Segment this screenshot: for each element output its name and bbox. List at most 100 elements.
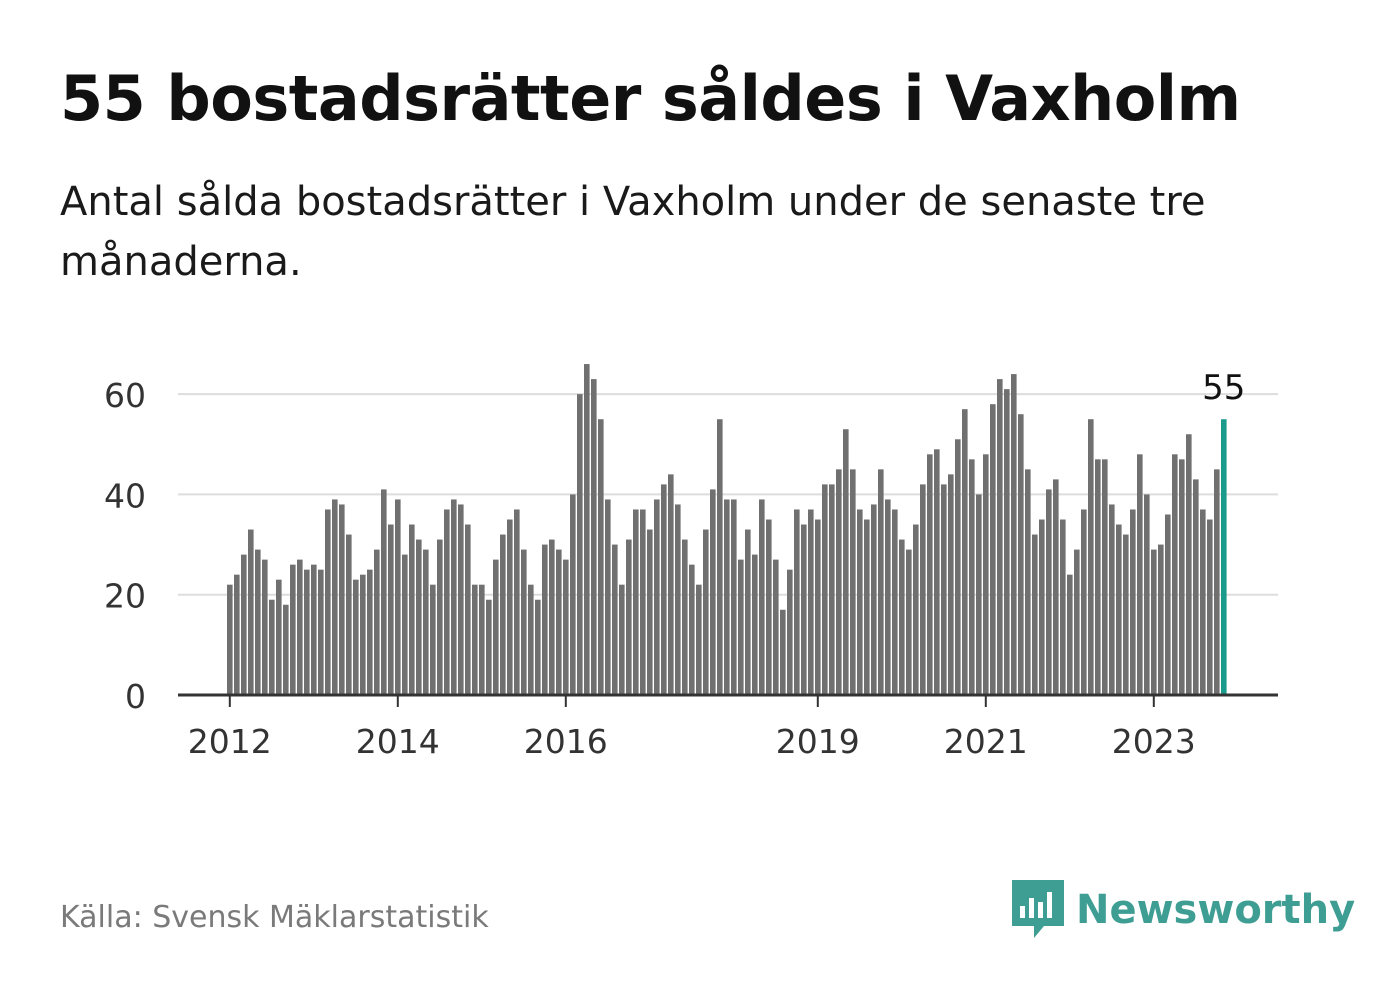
bar	[1046, 489, 1052, 695]
highlight-bar	[1221, 419, 1227, 695]
bar	[451, 499, 457, 695]
bar	[283, 604, 289, 695]
y-tick-label: 20	[104, 577, 146, 616]
bar	[1032, 534, 1038, 695]
bar	[514, 509, 520, 695]
y-tick-label: 40	[104, 476, 146, 515]
bar	[871, 504, 877, 695]
bar	[255, 549, 261, 695]
bar	[1039, 519, 1045, 695]
bar	[346, 534, 352, 695]
bar	[682, 539, 688, 695]
bar	[752, 554, 758, 695]
bar	[843, 429, 849, 695]
newsworthy-logo: Newsworthy	[1012, 880, 1355, 940]
bar	[857, 509, 863, 695]
bar	[808, 509, 814, 695]
bar	[899, 539, 905, 695]
bar	[892, 509, 898, 695]
bar	[941, 484, 947, 695]
bar	[227, 584, 233, 695]
bar	[927, 454, 933, 695]
bar	[850, 469, 856, 695]
bar	[815, 519, 821, 695]
bar	[367, 569, 373, 695]
bar	[661, 484, 667, 695]
bar	[626, 539, 632, 695]
bar	[717, 419, 723, 695]
bar	[542, 544, 548, 695]
bar	[759, 499, 765, 695]
bar	[647, 529, 653, 695]
bar	[395, 499, 401, 695]
bar	[1088, 419, 1094, 695]
y-tick-label: 60	[104, 376, 146, 415]
bar	[297, 559, 303, 695]
bar	[360, 574, 366, 695]
bar	[486, 599, 492, 695]
bar	[570, 494, 576, 695]
bar	[1074, 549, 1080, 695]
brand-name: Newsworthy	[1076, 887, 1356, 933]
bar	[864, 519, 870, 695]
bar	[878, 469, 884, 695]
bar	[444, 509, 450, 695]
chart-title: 55 bostadsrätter såldes i Vaxholm	[60, 62, 1241, 135]
bar	[794, 509, 800, 695]
bar	[1018, 414, 1024, 695]
bar	[1053, 479, 1059, 695]
x-tick-label: 2014	[356, 722, 440, 761]
bar	[493, 559, 499, 695]
bar	[619, 584, 625, 695]
bar	[885, 499, 891, 695]
bar	[584, 364, 590, 695]
chart-subtitle: Antal sålda bostadsrätter i Vaxholm unde…	[60, 179, 1206, 285]
bar	[234, 574, 240, 695]
bar	[409, 524, 415, 695]
bar	[1123, 534, 1129, 695]
bar	[969, 459, 975, 695]
x-tick-label: 2016	[524, 722, 608, 761]
bar	[983, 454, 989, 695]
bar	[906, 549, 912, 695]
bar	[1102, 459, 1108, 695]
bar	[612, 544, 618, 695]
bar	[913, 524, 919, 695]
bar	[1214, 469, 1220, 695]
bar	[1109, 504, 1115, 695]
bar	[710, 489, 716, 695]
bar	[528, 584, 534, 695]
bar	[598, 419, 604, 695]
bar	[696, 584, 702, 695]
bar	[962, 409, 968, 695]
bar	[948, 474, 954, 695]
bar	[269, 599, 275, 695]
bar	[689, 564, 695, 695]
bar	[500, 534, 506, 695]
bar	[1060, 519, 1066, 695]
bar	[955, 439, 961, 695]
bar	[1116, 524, 1122, 695]
bar	[1151, 549, 1157, 695]
bar	[1130, 509, 1136, 695]
bar	[304, 569, 310, 695]
bar	[997, 379, 1003, 695]
bar	[829, 484, 835, 695]
bar	[1158, 544, 1164, 695]
bar	[976, 494, 982, 695]
bar	[1193, 479, 1199, 695]
bar	[654, 499, 660, 695]
bar	[1207, 519, 1213, 695]
x-tick-label: 2021	[944, 722, 1028, 761]
bar	[1165, 514, 1171, 695]
bar	[1200, 509, 1206, 695]
bar	[465, 524, 471, 695]
bar	[521, 549, 527, 695]
bar	[332, 499, 338, 695]
x-tick-label: 2019	[776, 722, 860, 761]
bar	[318, 569, 324, 695]
bar	[276, 579, 282, 695]
bar	[458, 504, 464, 695]
bar	[325, 509, 331, 695]
